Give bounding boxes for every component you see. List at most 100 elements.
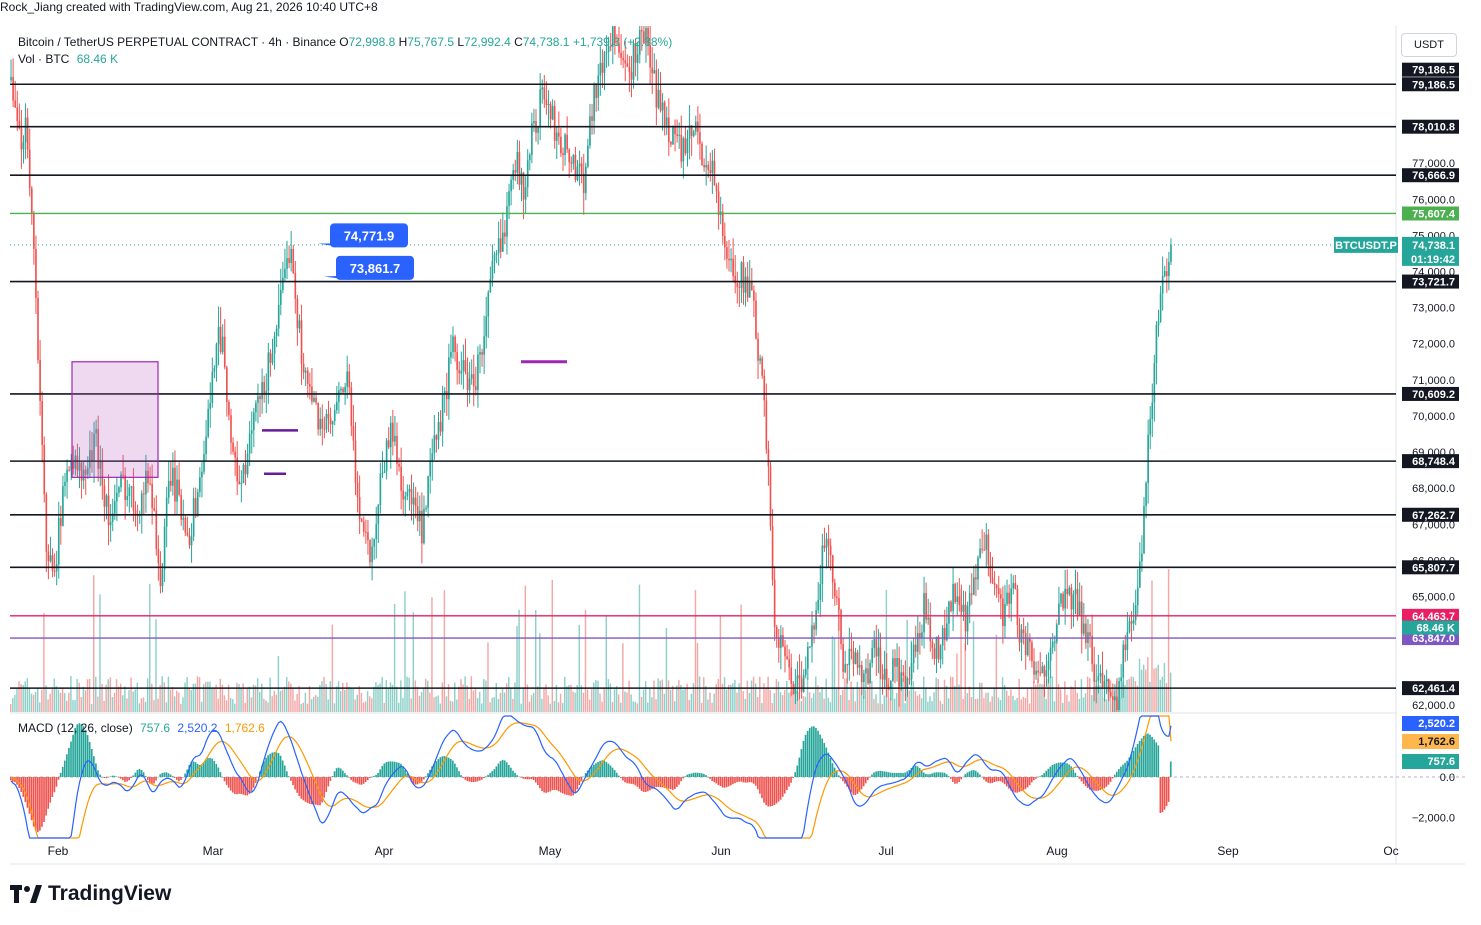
candle-body bbox=[578, 163, 581, 167]
volume-bar bbox=[377, 684, 379, 712]
macd-histogram-bar bbox=[991, 777, 994, 783]
price-level-tag bbox=[1402, 386, 1459, 401]
volume-bar bbox=[642, 689, 645, 712]
volume-bar bbox=[462, 684, 464, 712]
macd-histogram-bar bbox=[207, 758, 209, 777]
volume-bar bbox=[952, 676, 954, 712]
price-level-tag bbox=[1402, 454, 1459, 469]
candle-body bbox=[213, 367, 216, 372]
volume-bar bbox=[18, 681, 20, 712]
volume-legend[interactable]: Vol · BTC 68.46 K bbox=[18, 52, 118, 66]
macd-histogram-bar bbox=[1082, 777, 1085, 784]
volume-bar bbox=[449, 700, 452, 712]
macd-histogram-bar bbox=[49, 777, 52, 803]
volume-bar bbox=[107, 679, 109, 712]
volume-bar bbox=[1047, 678, 1049, 712]
candle-body bbox=[526, 160, 529, 188]
macd-histogram-bar bbox=[447, 757, 450, 777]
macd-histogram-bar bbox=[10, 777, 12, 781]
macd-histogram-bar bbox=[456, 767, 458, 777]
candle-body bbox=[651, 67, 654, 74]
macd-histogram-bar bbox=[947, 776, 950, 777]
macd-histogram-bar bbox=[752, 777, 755, 784]
macd-histogram-bar bbox=[964, 774, 967, 777]
price-tick-label: 77,000.0 bbox=[1412, 158, 1455, 170]
macd-histogram-bar bbox=[225, 777, 228, 785]
symbol-legend[interactable]: Bitcoin / TetherUS PERPETUAL CONTRACT · … bbox=[18, 35, 672, 49]
candle-body bbox=[641, 30, 643, 32]
candle-body bbox=[149, 483, 151, 485]
candle-body bbox=[856, 652, 859, 668]
macd-histogram-bar bbox=[144, 776, 147, 777]
macd-hist-value: 757.6 bbox=[140, 721, 171, 735]
volume-bar bbox=[686, 683, 688, 712]
volume-bar bbox=[1105, 699, 1108, 712]
candle-body bbox=[603, 52, 606, 73]
macd-histogram-bar bbox=[981, 776, 983, 778]
macd-histogram-bar bbox=[644, 777, 647, 792]
candle-body bbox=[1002, 598, 1004, 627]
candle-body bbox=[921, 632, 923, 639]
volume-bar bbox=[192, 683, 195, 712]
candle-body bbox=[643, 31, 645, 44]
volume-bar bbox=[74, 700, 76, 712]
macd-histogram-bar bbox=[493, 769, 496, 777]
macd-histogram-bar bbox=[896, 772, 898, 777]
volume-bar bbox=[229, 698, 232, 712]
candle-body bbox=[605, 51, 608, 53]
macd-histogram-bar bbox=[51, 777, 54, 798]
macd-histogram-bar bbox=[904, 772, 906, 777]
macd-histogram-bar bbox=[512, 770, 514, 777]
candle-body bbox=[1168, 261, 1170, 277]
volume-bar bbox=[427, 680, 429, 712]
macd-histogram-bar bbox=[829, 758, 832, 777]
candle-body bbox=[1145, 483, 1147, 507]
macd-legend[interactable]: MACD (12, 26, close) 757.6 2,520.2 1,762… bbox=[18, 721, 265, 735]
macd-histogram-bar bbox=[362, 777, 365, 784]
volume-bar bbox=[576, 685, 578, 712]
candle-body bbox=[724, 236, 726, 248]
volume-bar bbox=[1045, 699, 1047, 712]
volume-bar bbox=[630, 694, 632, 712]
macd-histogram-bar bbox=[786, 777, 788, 791]
candle-body bbox=[964, 604, 967, 632]
price-level-tag-label: 79,186.5 bbox=[1412, 79, 1455, 91]
candle-body bbox=[582, 173, 585, 194]
candle-body bbox=[192, 498, 195, 537]
candle-body bbox=[246, 453, 249, 475]
candle-body bbox=[860, 665, 863, 683]
macd-histogram-bar bbox=[198, 764, 201, 777]
volume-bar bbox=[615, 686, 618, 712]
candle-body bbox=[802, 675, 805, 692]
macd-histogram-bar bbox=[1066, 763, 1068, 777]
macd-histogram-bar bbox=[987, 777, 989, 783]
candle-body bbox=[1058, 603, 1060, 625]
volume-bar bbox=[491, 697, 493, 712]
tradingview-logo[interactable]: TradingView bbox=[10, 882, 171, 906]
macd-histogram-bar bbox=[292, 777, 294, 786]
candle-body bbox=[340, 388, 342, 391]
candle-body bbox=[464, 360, 467, 373]
volume-bar bbox=[889, 698, 892, 712]
volume-bar bbox=[1055, 619, 1058, 712]
volume-bar bbox=[219, 678, 222, 712]
candle-body bbox=[39, 359, 41, 401]
macd-histogram-bar bbox=[451, 760, 454, 777]
candle-body bbox=[531, 123, 533, 155]
currency-button[interactable]: USDT bbox=[1401, 33, 1457, 57]
macd-histogram-bar bbox=[315, 777, 317, 805]
candle-body bbox=[638, 30, 641, 55]
macd-histogram-bar bbox=[109, 776, 112, 777]
volume-bar bbox=[968, 686, 971, 712]
volume-bar bbox=[875, 694, 877, 712]
macd-histogram-bar bbox=[478, 777, 481, 781]
candle-body bbox=[501, 232, 504, 252]
candle-body bbox=[109, 521, 112, 526]
macd-histogram-bar bbox=[1157, 745, 1160, 777]
candle-body bbox=[831, 555, 834, 583]
volume-bar bbox=[76, 679, 78, 712]
candle-body bbox=[120, 474, 122, 488]
current-price-tag bbox=[1402, 236, 1459, 266]
macd-histogram-bar bbox=[138, 768, 141, 777]
